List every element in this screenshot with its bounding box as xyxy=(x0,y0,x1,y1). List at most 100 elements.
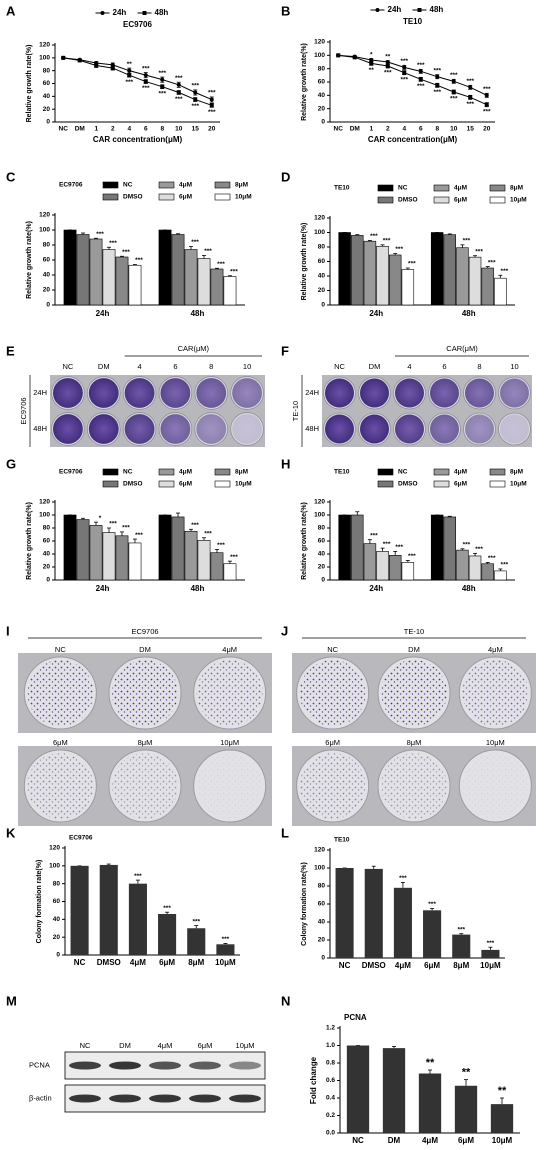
bar xyxy=(376,551,389,581)
x-tick-label: DMSO xyxy=(97,958,121,967)
y-tick-label: 0 xyxy=(321,577,325,584)
legend-swatch xyxy=(102,193,119,201)
bar xyxy=(456,549,469,581)
band xyxy=(229,1094,261,1103)
bar xyxy=(452,934,471,958)
bar xyxy=(363,543,377,581)
legend-label: 8μM xyxy=(510,469,523,476)
significance: *** xyxy=(483,108,491,115)
panel-letter: K xyxy=(6,825,16,840)
legend-swatch xyxy=(377,196,394,204)
chart-title: EC9706 xyxy=(123,20,152,29)
chart-title: TE10 xyxy=(334,837,350,844)
x-tick-label: 4μM xyxy=(422,1136,438,1145)
y-tick-label: 40 xyxy=(43,551,51,558)
y-axis-label: Colony formation rate(%) xyxy=(301,862,308,946)
marker xyxy=(209,103,214,108)
well-label: DM xyxy=(139,645,151,654)
y-tick-label: 40 xyxy=(318,919,326,926)
well-stain xyxy=(465,378,494,408)
legend-swatch xyxy=(158,468,175,476)
image-title: EC9706 xyxy=(131,627,158,636)
marker xyxy=(385,64,390,68)
legend-swatch xyxy=(489,480,506,488)
significance: *** xyxy=(192,918,200,925)
cell-line-label: EC9706 xyxy=(19,397,28,424)
legend-label: 10μM xyxy=(510,197,527,204)
significance: *** xyxy=(370,532,378,539)
well-stain xyxy=(196,378,227,408)
significance: *** xyxy=(417,62,425,69)
column-label: 8 xyxy=(477,362,481,371)
well-stain xyxy=(500,414,529,444)
x-tick-label: NC xyxy=(334,126,344,133)
bar xyxy=(102,532,116,581)
band xyxy=(69,1061,101,1070)
column-label: 6 xyxy=(442,362,446,371)
marker xyxy=(209,97,214,102)
significance: *** xyxy=(208,90,216,97)
y-tick-label: 120 xyxy=(314,215,325,222)
column-label: 8 xyxy=(209,362,213,371)
y-axis-label: Relative growth rate(%) xyxy=(26,45,33,123)
bar xyxy=(223,563,237,581)
legend-swatch xyxy=(433,184,450,192)
bar xyxy=(335,868,354,958)
x-tick-label: 15 xyxy=(467,126,475,133)
significance: *** xyxy=(96,231,104,238)
well-stain xyxy=(124,414,155,444)
significance: ** xyxy=(498,1085,507,1097)
y-tick-label: 80 xyxy=(318,65,326,72)
x-tick-label: NC xyxy=(59,126,69,133)
series-line xyxy=(63,57,212,101)
x-tick-label: 48h xyxy=(462,584,476,593)
column-label: NC xyxy=(334,362,345,371)
y-tick-label: 100 xyxy=(39,55,50,62)
x-tick-label: DM xyxy=(388,1136,401,1145)
well-stain xyxy=(52,414,83,444)
y-tick-label: 100 xyxy=(314,229,325,236)
y-tick-label: 60 xyxy=(53,898,61,905)
y-tick-label: 120 xyxy=(39,212,50,219)
y-tick-label: 0 xyxy=(321,302,325,309)
x-tick-label: 24h xyxy=(369,309,383,318)
column-label: DM xyxy=(98,362,110,371)
x-tick-label: 48h xyxy=(191,309,205,318)
lane-label: NC xyxy=(80,1041,91,1050)
bar xyxy=(393,887,412,958)
marker xyxy=(484,93,489,98)
well-stain xyxy=(325,414,354,444)
x-axis-label: CAR concentration(μM) xyxy=(93,135,183,144)
x-tick-label: NC xyxy=(352,1136,364,1145)
x-tick-label: 6μM xyxy=(159,958,175,967)
significance: ** xyxy=(426,1057,435,1069)
y-tick-label: 60 xyxy=(43,80,51,87)
y-axis-label: Colony formation rate(%) xyxy=(36,860,43,944)
well-stain xyxy=(160,414,191,444)
significance: *** xyxy=(204,248,212,255)
well-stain xyxy=(465,414,494,444)
x-tick-label: 10μM xyxy=(492,1136,513,1145)
bar xyxy=(184,530,198,581)
panel-letter: J xyxy=(281,623,288,638)
bar xyxy=(158,514,172,581)
legend-label: 4μM xyxy=(454,185,467,192)
x-axis-label: CAR concentration(μM) xyxy=(368,135,458,144)
y-tick-label: 40 xyxy=(43,272,51,279)
bar xyxy=(128,883,147,955)
colonies xyxy=(27,753,94,819)
legend-swatch xyxy=(214,468,231,476)
well-label: 10μM xyxy=(486,738,505,747)
marker xyxy=(94,63,99,68)
significance: *** xyxy=(208,109,216,116)
panel-letter: L xyxy=(281,825,289,840)
x-tick-label: 10μM xyxy=(215,958,236,967)
y-tick-label: 0.2 xyxy=(326,1112,335,1119)
marker xyxy=(418,77,423,82)
band xyxy=(189,1094,221,1103)
significance: *** xyxy=(222,936,230,943)
y-tick-label: 60 xyxy=(318,79,326,86)
colonies xyxy=(462,753,529,819)
significance: *** xyxy=(109,521,117,528)
x-tick-label: 8 xyxy=(435,126,439,133)
